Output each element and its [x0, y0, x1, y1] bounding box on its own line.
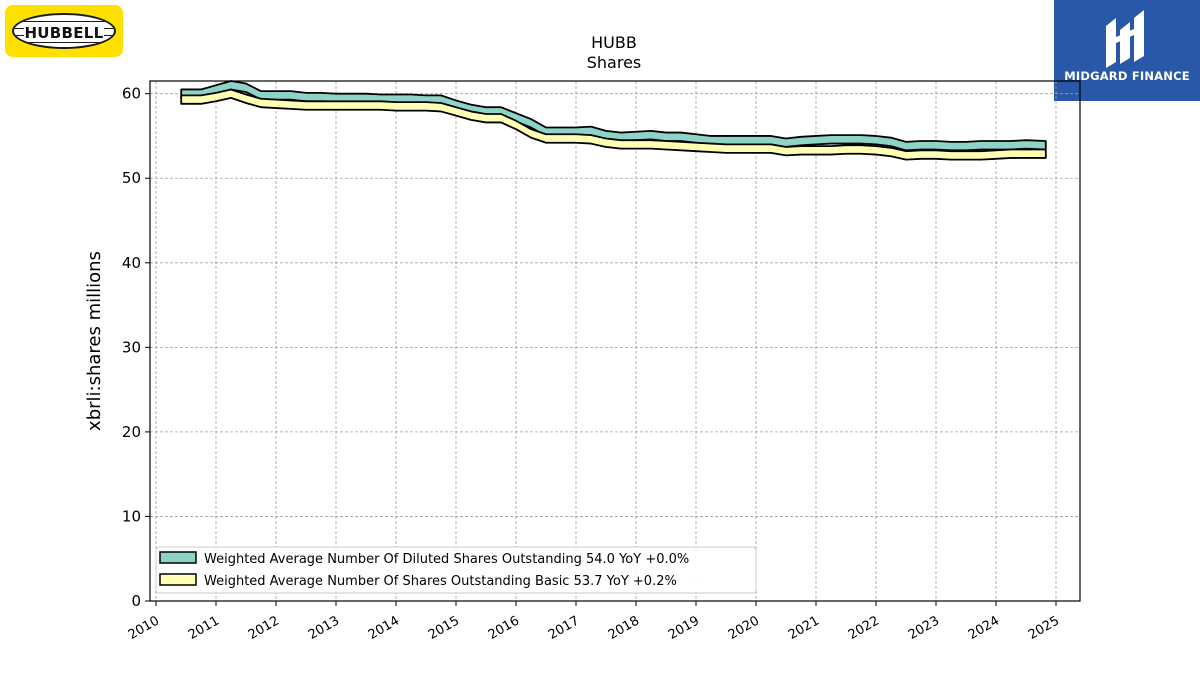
x-tick-label: 2019	[666, 613, 702, 643]
midgard-finance-logo-text: MIDGARD FINANCE	[1064, 69, 1190, 83]
y-tick-label: 50	[122, 169, 141, 187]
x-axis: 2010 2011 2012 2013 2014 2015 2016 2017 2018 2019…	[126, 601, 1062, 643]
chart-subtitle: Shares	[586, 53, 642, 72]
legend-swatch-basic	[159, 573, 197, 586]
y-tick-label: 60	[122, 85, 141, 103]
legend-label-basic: Weighted Average Number Of Shares Outsta…	[204, 574, 677, 589]
x-tick-label: 2020	[726, 613, 762, 643]
x-tick-label: 2022	[846, 613, 882, 643]
grid	[150, 81, 1080, 602]
x-tick-label: 2016	[486, 613, 522, 643]
x-tick-label: 2024	[966, 613, 1002, 643]
midgard-finance-logo: MIDGARD FINANCE	[1054, 0, 1200, 101]
x-tick-label: 2014	[366, 613, 402, 643]
x-tick-label: 2017	[546, 613, 582, 643]
legend: Weighted Average Number Of Diluted Share…	[155, 546, 757, 594]
x-tick-label: 2012	[246, 613, 282, 643]
legend-box	[155, 546, 757, 594]
hubbell-globe-icon: HUBBELL	[12, 13, 116, 49]
series-area-basic	[180, 88, 1047, 161]
x-tick-label: 2015	[426, 613, 462, 643]
y-tick-label: 30	[122, 338, 141, 356]
hubbell-logo: HUBBELL	[5, 5, 123, 57]
plot-frame	[149, 80, 1081, 602]
y-tick-label: 0	[131, 592, 141, 610]
x-tick-label: 2013	[306, 613, 342, 643]
y-axis: 0 10 20 30 40 50 60	[122, 85, 150, 610]
x-tick-label: 2025	[1026, 613, 1062, 643]
y-tick-label: 40	[122, 254, 141, 272]
y-tick-label: 10	[122, 507, 141, 525]
midgard-emblem-icon	[1106, 10, 1144, 68]
legend-swatch-diluted	[159, 551, 197, 564]
x-tick-label: 2010	[126, 613, 162, 643]
legend-label-diluted: Weighted Average Number Of Diluted Share…	[204, 552, 689, 567]
series-areas	[180, 80, 1047, 161]
x-tick-label: 2023	[906, 613, 942, 643]
hubbell-logo-text: HUBBELL	[24, 24, 104, 42]
y-axis-label: xbrli:shares millions	[84, 251, 105, 431]
x-tick-label: 2018	[606, 613, 642, 643]
chart-title: HUBB	[591, 33, 637, 52]
x-tick-label: 2011	[186, 613, 222, 643]
y-tick-label: 20	[122, 423, 141, 441]
x-tick-label: 2021	[786, 613, 822, 643]
